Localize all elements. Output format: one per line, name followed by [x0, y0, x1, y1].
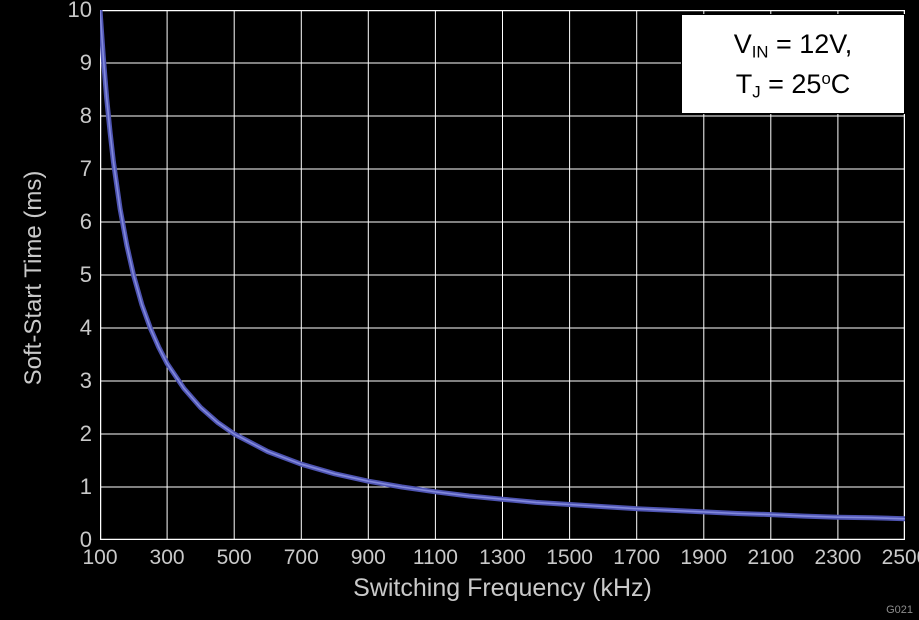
y-tick-label: 2	[79, 421, 92, 446]
y-tick-label: 10	[67, 0, 92, 22]
x-tick-label: 1100	[412, 546, 458, 569]
degree-superscript: o	[821, 68, 831, 88]
y-tick-label: 4	[79, 315, 92, 340]
x-tick-label: 900	[350, 546, 386, 569]
x-axis-title: Switching Frequency (kHz)	[353, 574, 652, 602]
y-tick-label: 9	[79, 50, 92, 75]
plot-border	[100, 10, 905, 540]
figure-code-watermark: G021	[886, 604, 913, 616]
y-tick-label: 5	[79, 262, 92, 287]
annotation-line-vin: VIN = 12V,	[733, 29, 853, 62]
x-tick-label: 300	[149, 546, 185, 569]
x-tick-label: 700	[283, 546, 319, 569]
y-tick-label: 0	[79, 527, 92, 552]
x-tick-label: 100	[82, 546, 118, 569]
x-tick-label: 1700	[613, 546, 661, 569]
y-tick-label: 7	[79, 156, 92, 181]
vin-subscript: IN	[751, 42, 769, 62]
x-tick-label: 1300	[479, 546, 526, 569]
x-tick-label: 2500	[881, 546, 919, 569]
tj-subscript: J	[752, 82, 761, 102]
plot-canvas	[100, 10, 905, 540]
x-tick-label: 1900	[680, 546, 728, 569]
conditions-annotation: VIN = 12V, TJ = 25oC	[681, 14, 905, 114]
y-tick-label: 1	[79, 474, 92, 499]
y-tick-label: 3	[79, 368, 92, 393]
plot-area	[100, 10, 905, 540]
x-tick-label: 2300	[814, 546, 862, 569]
soft-start-curve-highlight	[100, 10, 905, 520]
annotation-line-tj: TJ = 25oC	[735, 68, 851, 102]
y-tick-label: 6	[79, 209, 92, 234]
x-tick-label: 1500	[546, 546, 593, 569]
x-tick-label: 2100	[747, 546, 795, 569]
x-tick-label: 500	[216, 546, 252, 569]
y-tick-label: 8	[79, 103, 92, 128]
